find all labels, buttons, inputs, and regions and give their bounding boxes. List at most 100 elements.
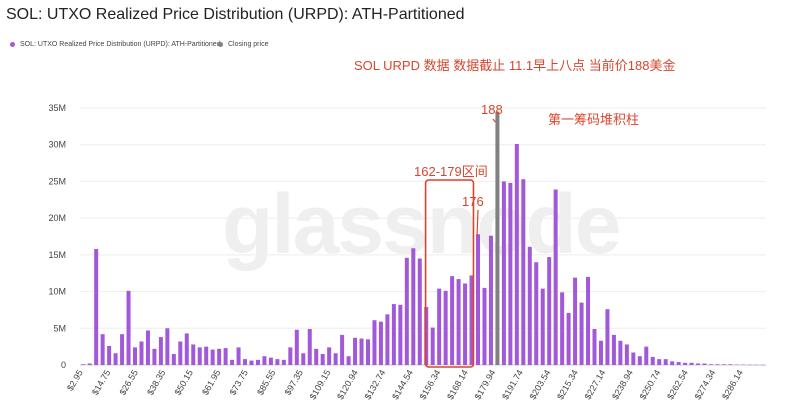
x-tick-label: $85.55 (255, 368, 277, 397)
urpd-bar (249, 360, 254, 365)
urpd-bar (683, 362, 688, 365)
closing-price-bar (495, 111, 500, 365)
urpd-bar (637, 356, 642, 365)
x-tick-label: $203.54 (528, 368, 553, 401)
y-tick-label: 0 (61, 360, 66, 370)
urpd-bar (126, 290, 131, 365)
urpd-bar (372, 320, 377, 365)
urpd-bar (560, 292, 565, 365)
y-tick-label: 10M (48, 287, 66, 297)
urpd-bar (663, 359, 668, 365)
urpd-bar (605, 309, 610, 365)
urpd-bar (450, 276, 455, 365)
urpd-bar (430, 327, 435, 365)
urpd-bar (566, 312, 571, 365)
urpd-bar (547, 257, 552, 365)
legend-urpd-dot (10, 42, 15, 47)
y-tick-label: 5M (53, 323, 66, 333)
urpd-bar (158, 337, 163, 365)
urpd-bar (676, 362, 681, 365)
legend-urpd-label: SOL: UTXO Realized Price Distribution (U… (20, 41, 221, 48)
urpd-bar (540, 288, 545, 365)
urpd-bar (268, 357, 273, 365)
urpd-bar (120, 334, 125, 365)
urpd-bar (171, 353, 176, 365)
urpd-bar (391, 304, 396, 365)
urpd-bar (353, 337, 358, 365)
x-tick-label: $132.74 (363, 368, 388, 401)
x-tick-label: $14.75 (90, 368, 112, 397)
urpd-bar (113, 353, 118, 365)
urpd-bar (378, 321, 383, 365)
x-tick-label: $250.74 (638, 368, 663, 401)
urpd-bar (514, 143, 519, 365)
legend-closing-label: Closing price (228, 41, 269, 48)
urpd-bar (670, 361, 675, 365)
urpd-bar (81, 364, 86, 365)
urpd-bar (417, 258, 422, 365)
x-tick-label: $97.35 (283, 368, 305, 397)
urpd-bar (728, 364, 733, 365)
x-tick-label: $227.14 (583, 368, 608, 401)
legend-item-urpd[interactable]: SOL: UTXO Realized Price Distribution (U… (10, 41, 221, 48)
urpd-bar (230, 359, 235, 365)
urpd-bar (534, 262, 539, 365)
urpd-bar (87, 363, 92, 365)
urpd-bar (281, 359, 286, 365)
x-tick-label: $109.15 (308, 368, 333, 401)
urpd-bar (165, 328, 170, 365)
urpd-bar (611, 334, 616, 365)
urpd-bar (469, 275, 474, 365)
urpd-bar (178, 341, 183, 365)
urpd-bar (197, 347, 202, 365)
closing-price-annotation: 188 (481, 102, 503, 117)
urpd-bar (262, 356, 267, 365)
urpd-bar (152, 348, 157, 365)
urpd-bar (204, 346, 209, 365)
urpd-bar (689, 362, 694, 365)
urpd-bar (243, 359, 248, 365)
urpd-bar (327, 347, 332, 365)
urpd-bar (94, 248, 99, 365)
urpd-bar (404, 257, 409, 365)
x-tick-label: $61.95 (200, 368, 222, 397)
urpd-bar (476, 234, 481, 365)
urpd-bar (398, 304, 403, 365)
urpd-bar (508, 182, 513, 365)
x-tick-label: $286.14 (720, 368, 745, 401)
urpd-bar (488, 235, 493, 365)
bar-176-annotation: 176 (462, 194, 484, 209)
urpd-bar (721, 364, 726, 365)
urpd-bar (139, 341, 144, 365)
closing-price-arrow (492, 118, 496, 123)
urpd-bar (107, 345, 112, 365)
urpd-bar (255, 359, 260, 365)
urpd-bar (592, 329, 597, 365)
urpd-bar (573, 277, 578, 365)
page-title: SOL: UTXO Realized Price Distribution (U… (6, 6, 465, 23)
urpd-bar (443, 290, 448, 365)
urpd-bar (288, 347, 293, 365)
x-tick-label: $2.95 (65, 368, 85, 393)
urpd-bar (275, 359, 280, 365)
urpd-bar (696, 363, 701, 365)
urpd-bar (133, 347, 138, 365)
range-annotation: 162-179区间 (414, 164, 488, 179)
urpd-bar (294, 329, 299, 365)
urpd-bar (598, 340, 603, 365)
range-highlight-box (424, 179, 475, 368)
urpd-bar (657, 359, 662, 365)
urpd-bar (340, 334, 345, 365)
urpd-bar (482, 287, 487, 365)
header-annotation: SOL URPD 数据 数据截止 11.1早上八点 当前价188美金 (354, 58, 676, 73)
urpd-bar (631, 352, 636, 365)
legend-item-closing-price[interactable]: Closing price (218, 41, 268, 48)
urpd-bar (586, 276, 591, 365)
x-tick-label: $191.74 (500, 368, 525, 401)
x-tick-label: $26.55 (118, 368, 140, 397)
urpd-bar (184, 333, 189, 365)
y-tick-label: 20M (48, 213, 66, 223)
urpd-bar (624, 344, 629, 365)
